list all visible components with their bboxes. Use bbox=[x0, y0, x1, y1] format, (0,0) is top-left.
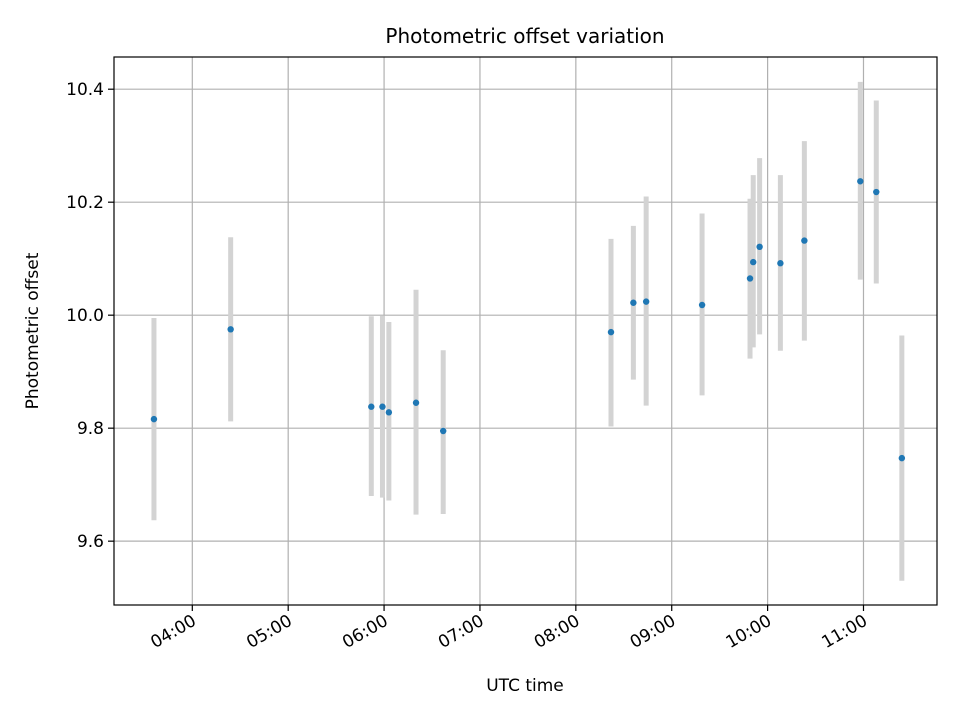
data-point bbox=[642, 298, 650, 305]
y-tick-label: 10.4 bbox=[66, 80, 104, 100]
y-axis-label: Photometric offset bbox=[23, 252, 43, 409]
data-point bbox=[368, 403, 375, 410]
data-point bbox=[698, 301, 706, 309]
data-point bbox=[777, 260, 784, 267]
data-point bbox=[227, 326, 234, 333]
data-point bbox=[898, 454, 906, 462]
data-point bbox=[756, 243, 763, 251]
data-point bbox=[873, 188, 880, 196]
x-axis-label: UTC time bbox=[486, 676, 564, 696]
y-tick-label: 10.0 bbox=[66, 306, 104, 326]
data-point bbox=[630, 299, 637, 306]
plot-frame bbox=[113, 56, 938, 606]
data-point bbox=[385, 409, 393, 416]
data-point bbox=[801, 237, 808, 244]
data-point bbox=[857, 178, 864, 185]
y-tick-label: 10.2 bbox=[66, 193, 104, 213]
chart-title: Photometric offset variation bbox=[385, 24, 664, 48]
y-tick-label: 9.8 bbox=[77, 419, 104, 439]
data-point bbox=[379, 403, 386, 410]
y-tick-label: 9.6 bbox=[77, 532, 104, 552]
data-point bbox=[150, 415, 158, 423]
data-point bbox=[607, 328, 615, 336]
data-point bbox=[412, 399, 420, 406]
data-point bbox=[750, 258, 757, 266]
point-layer bbox=[150, 178, 906, 462]
data-point bbox=[746, 275, 754, 282]
data-point bbox=[440, 427, 447, 435]
